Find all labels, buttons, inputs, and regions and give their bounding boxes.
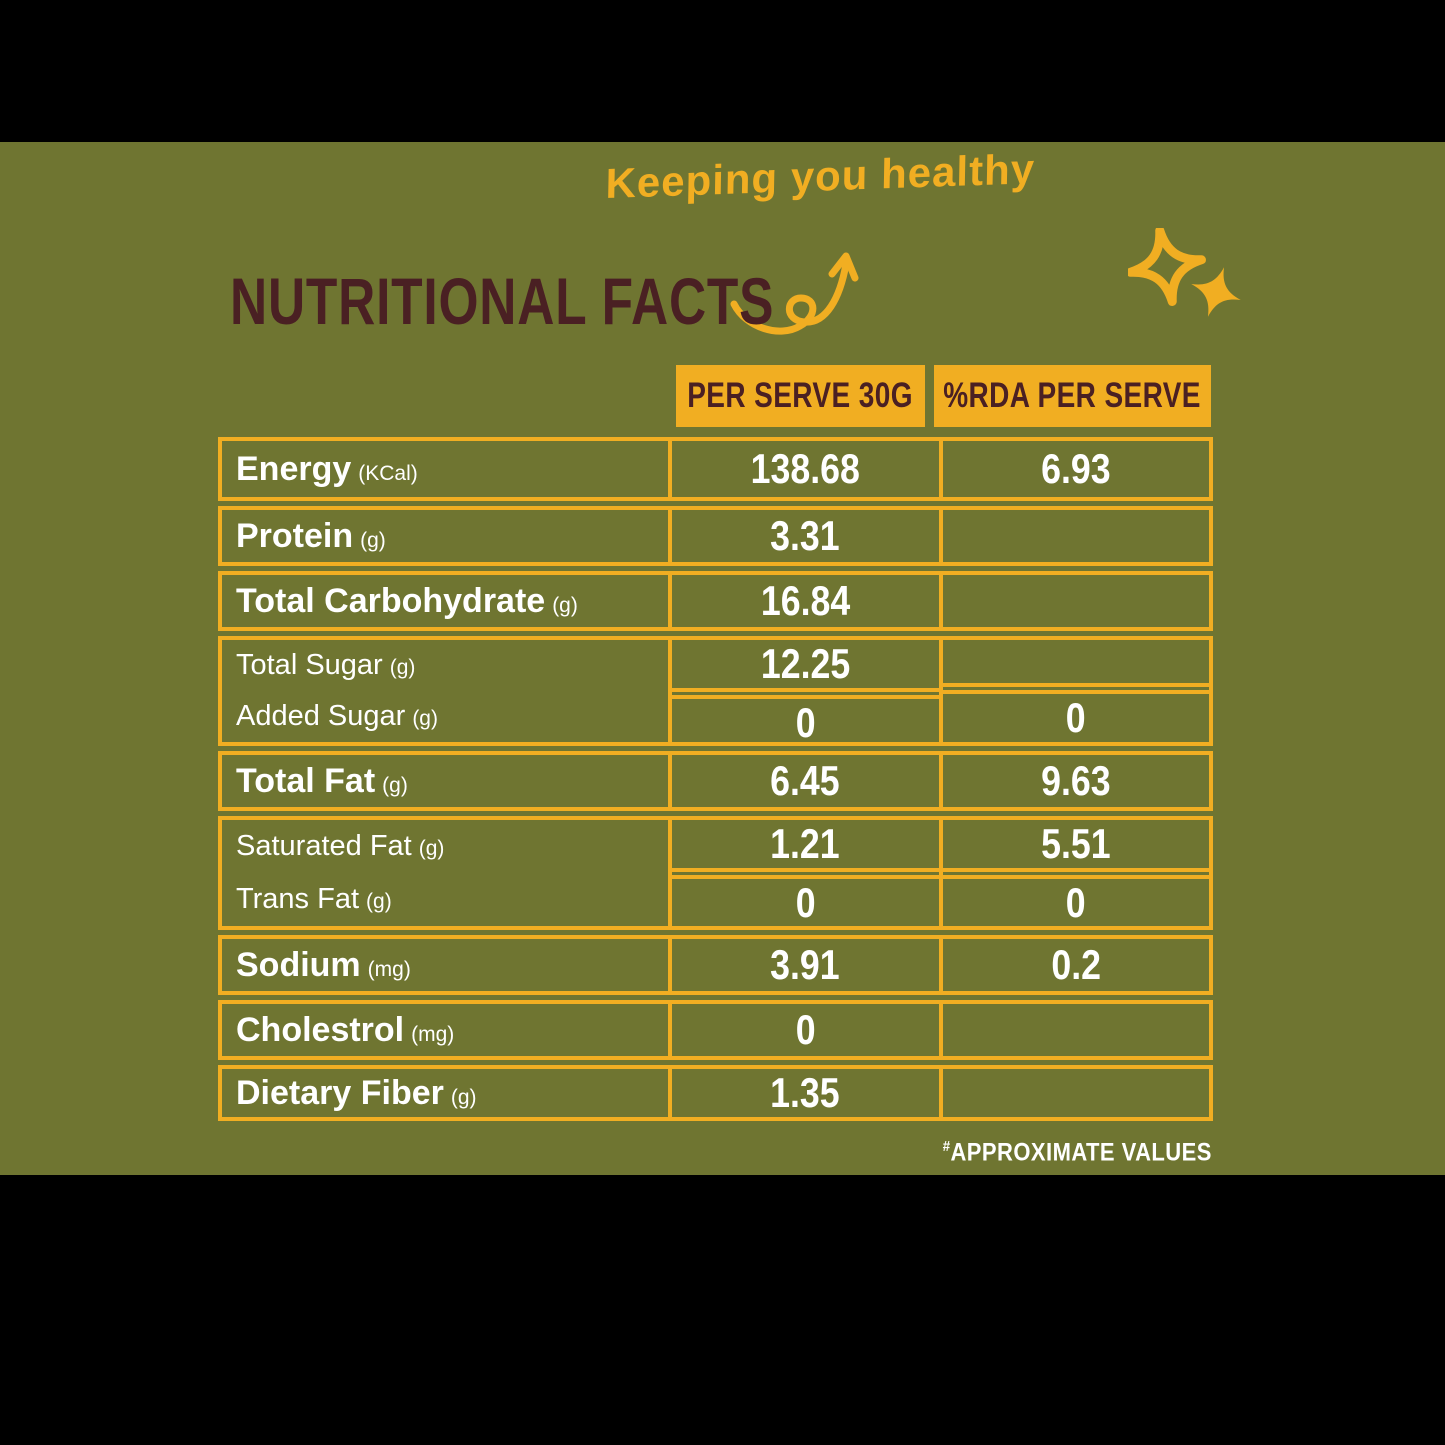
top-black-bar: [0, 0, 1445, 142]
table-row-group-sugars: Total Sugar (g) Added Sugar (g) 12.25 0 0: [218, 636, 1213, 746]
curly-arrow-icon: [730, 252, 859, 335]
table-row-cholestrol: Cholestrol (mg) 0: [218, 1000, 1213, 1060]
row-value-rda: [938, 1004, 1210, 1056]
row-value-per-serve: 0: [668, 1004, 939, 1056]
table-row-total-carbohydrate: Total Carbohydrate (g) 16.84: [218, 571, 1213, 631]
row-value-rda: 0.2: [938, 939, 1210, 991]
table-row-group-fats: Saturated Fat (g) Trans Fat (g) 1.21 0 5.5…: [218, 816, 1213, 930]
row-value-per-serve: 6.45: [668, 755, 939, 807]
col-header-per-serve: PER SERVE 30G: [676, 365, 925, 427]
row-value-rda: [938, 1069, 1210, 1117]
table-row-dietary-fiber: Dietary Fiber (g) 1.35: [218, 1065, 1213, 1121]
group-labels: Saturated Fat (g) Trans Fat (g): [236, 830, 445, 915]
row-label: Total Carbohydrate (g): [236, 581, 578, 620]
row-value-per-serve: 16.84: [668, 575, 939, 627]
col-header-rda-per-serve: %RDA PER SERVE: [934, 365, 1211, 427]
table-row-protein: Protein (g) 3.31: [218, 506, 1213, 566]
row-value-per-serve: 138.68: [668, 441, 939, 497]
group-values-per-serve: 1.21 0: [668, 820, 939, 926]
row-label: Total Fat (g): [236, 761, 408, 800]
row-value-per-serve: 12.25: [672, 640, 939, 692]
row-label: Protein (g): [236, 516, 386, 555]
row-value-per-serve: 0: [672, 695, 939, 747]
page-title: NUTRITIONAL FACTS: [230, 264, 775, 338]
row-label: Dietary Fiber (g): [236, 1073, 477, 1112]
row-value-rda: 5.51: [942, 820, 1209, 872]
group-values-per-serve: 12.25 0: [668, 640, 939, 746]
group-labels: Total Sugar (g) Added Sugar (g): [236, 649, 438, 732]
sparkles-icon: [1128, 228, 1241, 317]
row-value-rda: [938, 575, 1210, 627]
row-value-per-serve: 0: [672, 875, 939, 927]
row-value-per-serve: 1.35: [668, 1069, 939, 1117]
footnote: #APPROXIMATE VALUES: [906, 1138, 1212, 1167]
row-label: Sodium (mg): [236, 945, 411, 984]
row-value-rda: 0: [942, 690, 1209, 742]
row-value-rda: 6.93: [938, 441, 1210, 497]
group-values-rda: 0: [938, 640, 1209, 742]
nutrition-table: Energy (KCal) 138.68 6.93 Protein (g) 3.31…: [218, 437, 1213, 1121]
row-value-per-serve: 3.31: [668, 510, 939, 562]
footnote-mark: #: [942, 1138, 951, 1155]
row-value-per-serve: 1.21: [672, 820, 939, 872]
table-row-total-fat: Total Fat (g) 6.45 9.63: [218, 751, 1213, 811]
row-value-rda: 9.63: [938, 755, 1210, 807]
table-row-sodium: Sodium (mg) 3.91 0.2: [218, 935, 1213, 995]
row-value-rda: 0: [942, 875, 1209, 927]
row-value-rda: [938, 510, 1210, 562]
row-value-per-serve: 3.91: [668, 939, 939, 991]
table-row-energy: Energy (KCal) 138.68 6.93: [218, 437, 1213, 501]
row-label: Cholestrol (mg): [236, 1010, 455, 1049]
group-values-rda: 5.51 0: [938, 820, 1209, 927]
footnote-text: APPROXIMATE VALUES: [950, 1138, 1212, 1167]
row-label: Energy (KCal): [236, 449, 418, 488]
row-value-rda: [942, 640, 1209, 687]
bottom-black-bar: [0, 1175, 1445, 1445]
